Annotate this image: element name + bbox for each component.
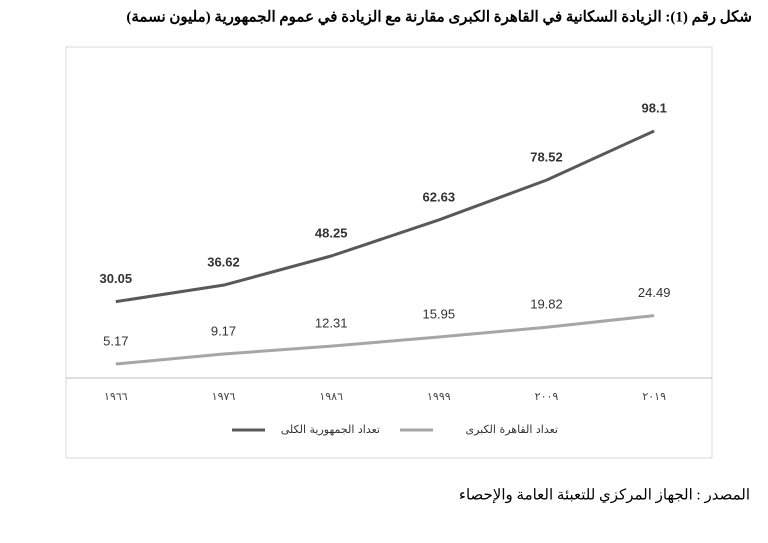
data-label: 5.17: [103, 333, 128, 348]
data-label: 48.25: [315, 225, 348, 240]
x-tick-label: ١٩٦٦: [104, 390, 128, 403]
data-label: 9.17: [211, 323, 236, 338]
series-line: [115, 129, 655, 304]
legend-label: تعداد القاهرة الكبرى: [465, 423, 558, 436]
data-label: 30.05: [100, 271, 133, 286]
x-tick-label: ١٩٨٦: [319, 390, 343, 403]
plot-frame: [65, 46, 713, 459]
data-label: 78.52: [530, 150, 563, 165]
data-label: 62.63: [423, 189, 456, 204]
data-label: 36.62: [207, 255, 240, 270]
series-line: [115, 314, 655, 366]
x-tick-label: ٢٠١٩: [642, 390, 666, 403]
x-tick-label: ١٩٧٦: [212, 390, 236, 403]
source-note: المصدر : الجهاز المركزي للتعبئة العامة و…: [459, 487, 750, 503]
data-label: 12.31: [315, 316, 348, 331]
x-tick-label: ١٩٩٩: [427, 390, 451, 403]
data-label: 98.1: [642, 100, 667, 115]
data-label: 19.82: [530, 297, 563, 312]
legend-label: تعداد الجمهورية الكلى: [281, 423, 380, 436]
data-label: 15.95: [423, 306, 456, 321]
x-tick-label: ٢٠٠٩: [535, 390, 559, 403]
chart-title: شكل رقم (1): الزيادة السكانية في القاهرة…: [126, 9, 752, 26]
data-label: 24.49: [638, 285, 671, 300]
